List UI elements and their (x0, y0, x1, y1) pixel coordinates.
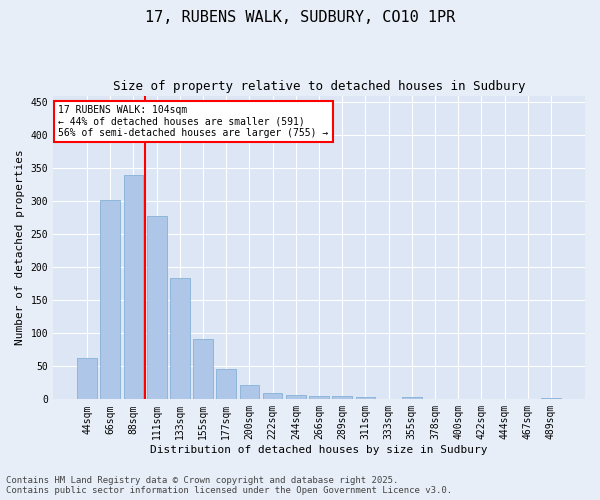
Bar (217, 369, 236, 400)
Y-axis label: Number of detached properties: Number of detached properties (15, 150, 25, 346)
Bar (286, 396, 305, 400)
Bar (170, 278, 190, 400)
Bar (541, 398, 561, 400)
Bar (124, 175, 143, 400)
Bar (309, 396, 329, 400)
Title: Size of property relative to detached houses in Sudbury: Size of property relative to detached ho… (113, 80, 525, 93)
Bar (263, 392, 283, 400)
Bar (356, 398, 375, 400)
Bar (239, 386, 259, 400)
Bar (77, 358, 97, 400)
Bar (100, 200, 120, 400)
Bar (193, 338, 213, 400)
Text: 17 RUBENS WALK: 104sqm
← 44% of detached houses are smaller (591)
56% of semi-de: 17 RUBENS WALK: 104sqm ← 44% of detached… (58, 104, 329, 138)
Bar (332, 396, 352, 400)
Bar (402, 398, 422, 400)
Text: 17, RUBENS WALK, SUDBURY, CO10 1PR: 17, RUBENS WALK, SUDBURY, CO10 1PR (145, 10, 455, 25)
Bar (495, 398, 514, 400)
Bar (147, 216, 167, 400)
X-axis label: Distribution of detached houses by size in Sudbury: Distribution of detached houses by size … (150, 445, 488, 455)
Text: Contains HM Land Registry data © Crown copyright and database right 2025.
Contai: Contains HM Land Registry data © Crown c… (6, 476, 452, 495)
